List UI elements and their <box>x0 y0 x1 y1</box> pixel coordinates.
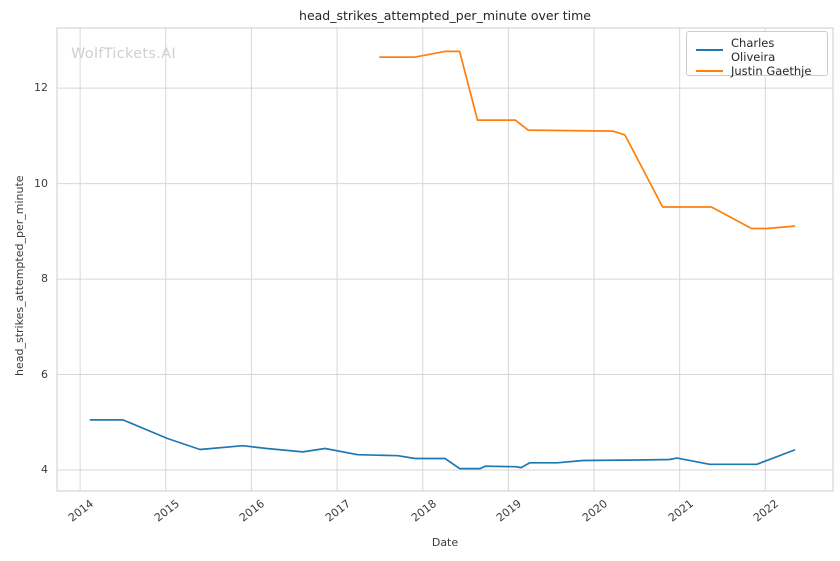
series-line-charles-oliveira <box>89 419 796 470</box>
series-lines <box>89 50 796 470</box>
legend-item: Justin Gaethje <box>696 64 818 78</box>
legend: Charles Oliveira Justin Gaethje <box>686 31 828 78</box>
y-tick-label: 12 <box>34 81 48 95</box>
legend-label: Justin Gaethje <box>731 64 812 78</box>
legend-line-swatch <box>696 70 723 72</box>
y-tick-label: 10 <box>34 176 48 190</box>
legend-label: Charles Oliveira <box>731 36 776 64</box>
axes-spines <box>56 27 834 492</box>
series-line-justin-gaethje <box>379 50 796 230</box>
y-tick-label: 4 <box>41 462 48 476</box>
y-tick-label: 6 <box>41 367 48 381</box>
legend-line-swatch <box>696 49 723 51</box>
gridlines <box>57 28 833 491</box>
legend-item: Charles Oliveira <box>696 36 818 64</box>
x-axis-label: Date <box>431 536 459 549</box>
watermark: WolfTickets.AI <box>71 46 176 62</box>
chart-title: head_strikes_attempted_per_minute over t… <box>299 8 591 23</box>
y-tick-label: 8 <box>41 272 48 286</box>
